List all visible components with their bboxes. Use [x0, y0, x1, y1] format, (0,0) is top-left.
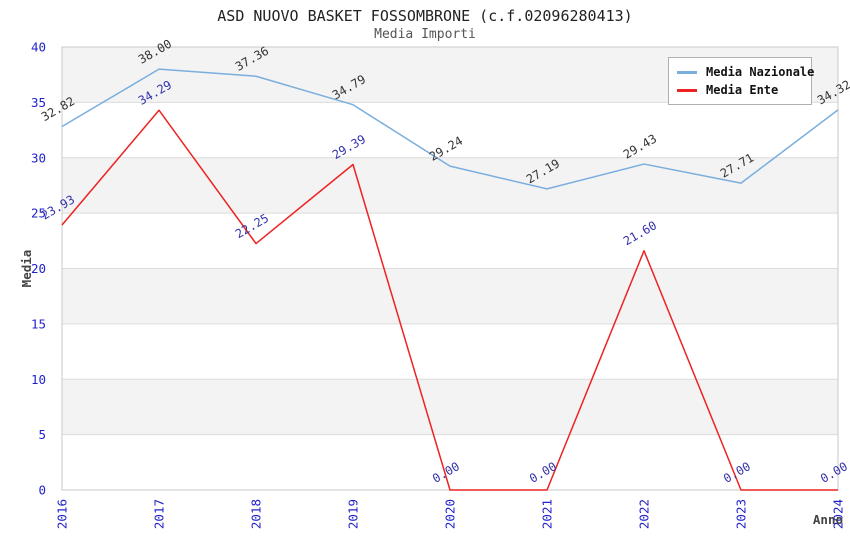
x-tick-label: 2022	[637, 499, 652, 529]
y-tick-label: 40	[31, 40, 46, 55]
legend-label-media-ente: Media Ente	[706, 83, 779, 97]
data-label-series-1: 0.00	[527, 459, 559, 486]
plot-band	[62, 268, 838, 324]
legend-item-media-ente: Media Ente	[677, 83, 803, 98]
x-tick-label: 2024	[831, 499, 846, 529]
y-tick-label: 15	[31, 316, 46, 331]
chart-title: ASD NUOVO BASKET FOSSOMBRONE (c.f.020962…	[217, 7, 633, 25]
x-tick-label: 2016	[55, 499, 70, 529]
x-tick-label: 2019	[346, 499, 361, 529]
series-line-0	[61, 68, 839, 190]
y-tick-label: 10	[31, 372, 46, 387]
series-line-1	[61, 109, 838, 491]
y-tick-label: 5	[38, 427, 46, 442]
chart-subtitle: Media Importi	[374, 27, 476, 42]
x-tick-label: 2017	[152, 499, 167, 529]
data-label-series-1: 0.00	[818, 459, 850, 486]
plot-band	[62, 379, 838, 435]
data-label-series-0: 29.43	[621, 132, 659, 162]
x-tick-label: 2020	[443, 499, 458, 529]
legend-item-media-nazionale: Media Nazionale	[677, 65, 814, 80]
y-axis-title: Media	[19, 250, 34, 288]
legend-swatch-media-nazionale-line-icon	[677, 71, 697, 74]
legend-swatch-media-ente-line-icon	[677, 89, 697, 92]
y-tick-label: 35	[31, 95, 46, 110]
y-tick-label: 25	[31, 206, 46, 221]
y-tick-label: 20	[31, 261, 46, 276]
plot-band	[62, 157, 838, 214]
data-label-series-1: 23.93	[39, 192, 77, 222]
y-tick-label: 30	[31, 150, 46, 165]
x-tick-label: 2018	[249, 499, 264, 529]
x-tick-label: 2023	[734, 499, 749, 529]
x-axis-title: Anno	[813, 512, 843, 527]
legend: Media Nazionale Media Ente	[668, 57, 814, 105]
legend-label-media-nazionale: Media Nazionale	[706, 65, 815, 79]
data-label-series-1: 21.60	[621, 218, 659, 248]
data-label-series-1: 0.00	[430, 459, 462, 486]
y-tick-label: 0	[38, 483, 46, 498]
x-tick-label: 2021	[540, 499, 555, 529]
